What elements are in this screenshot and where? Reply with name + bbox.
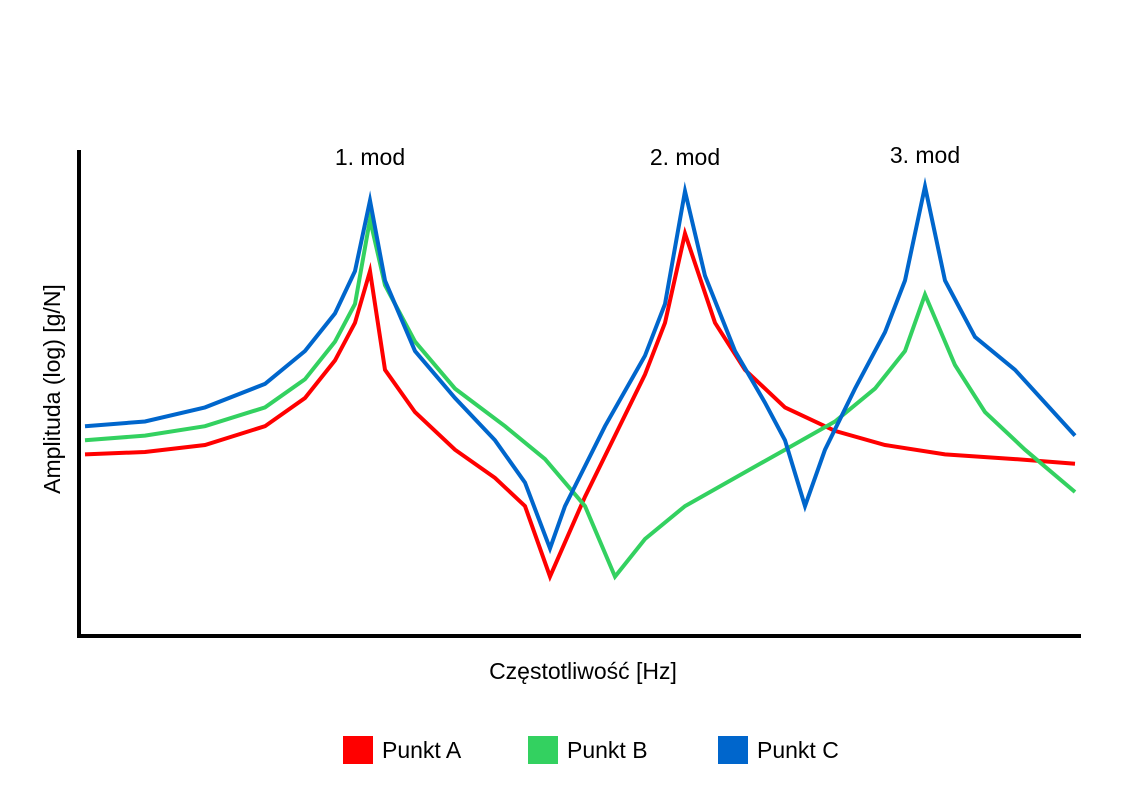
legend-item-punkt-b: Punkt B — [528, 733, 648, 767]
x-axis-label: Częstotliwość [Hz] — [489, 658, 677, 684]
series-line-punkt-a — [84, 226, 1076, 583]
legend-label-punkt-a: Punkt A — [382, 736, 462, 763]
legend: Punkt A Punkt B Punkt C — [0, 733, 1126, 767]
legend-swatch-punkt-b — [528, 736, 558, 764]
legend-swatch-punkt-c — [718, 736, 748, 764]
legend-label-punkt-b: Punkt B — [567, 736, 648, 763]
legend-label-punkt-c: Punkt C — [757, 736, 839, 763]
frf-chart: 1. mod 2. mod 3. mod Częstotliwość [Hz] Am… — [39, 142, 1081, 684]
y-axis-label: Amplituda (log) [g/N] — [39, 284, 65, 494]
mode-label-2: 2. mod — [650, 144, 720, 170]
series-layer — [84, 176, 1077, 583]
series-line-punkt-b — [84, 209, 1077, 581]
mode-label-1: 1. mod — [335, 144, 405, 170]
legend-item-punkt-c: Punkt C — [718, 733, 839, 767]
legend-item-punkt-a: Punkt A — [343, 733, 461, 767]
mode-label-3: 3. mod — [890, 142, 960, 168]
annotation-layer: 1. mod 2. mod 3. mod — [335, 142, 960, 170]
legend-swatch-punkt-a — [343, 736, 373, 764]
series-line-punkt-c — [84, 176, 1077, 555]
